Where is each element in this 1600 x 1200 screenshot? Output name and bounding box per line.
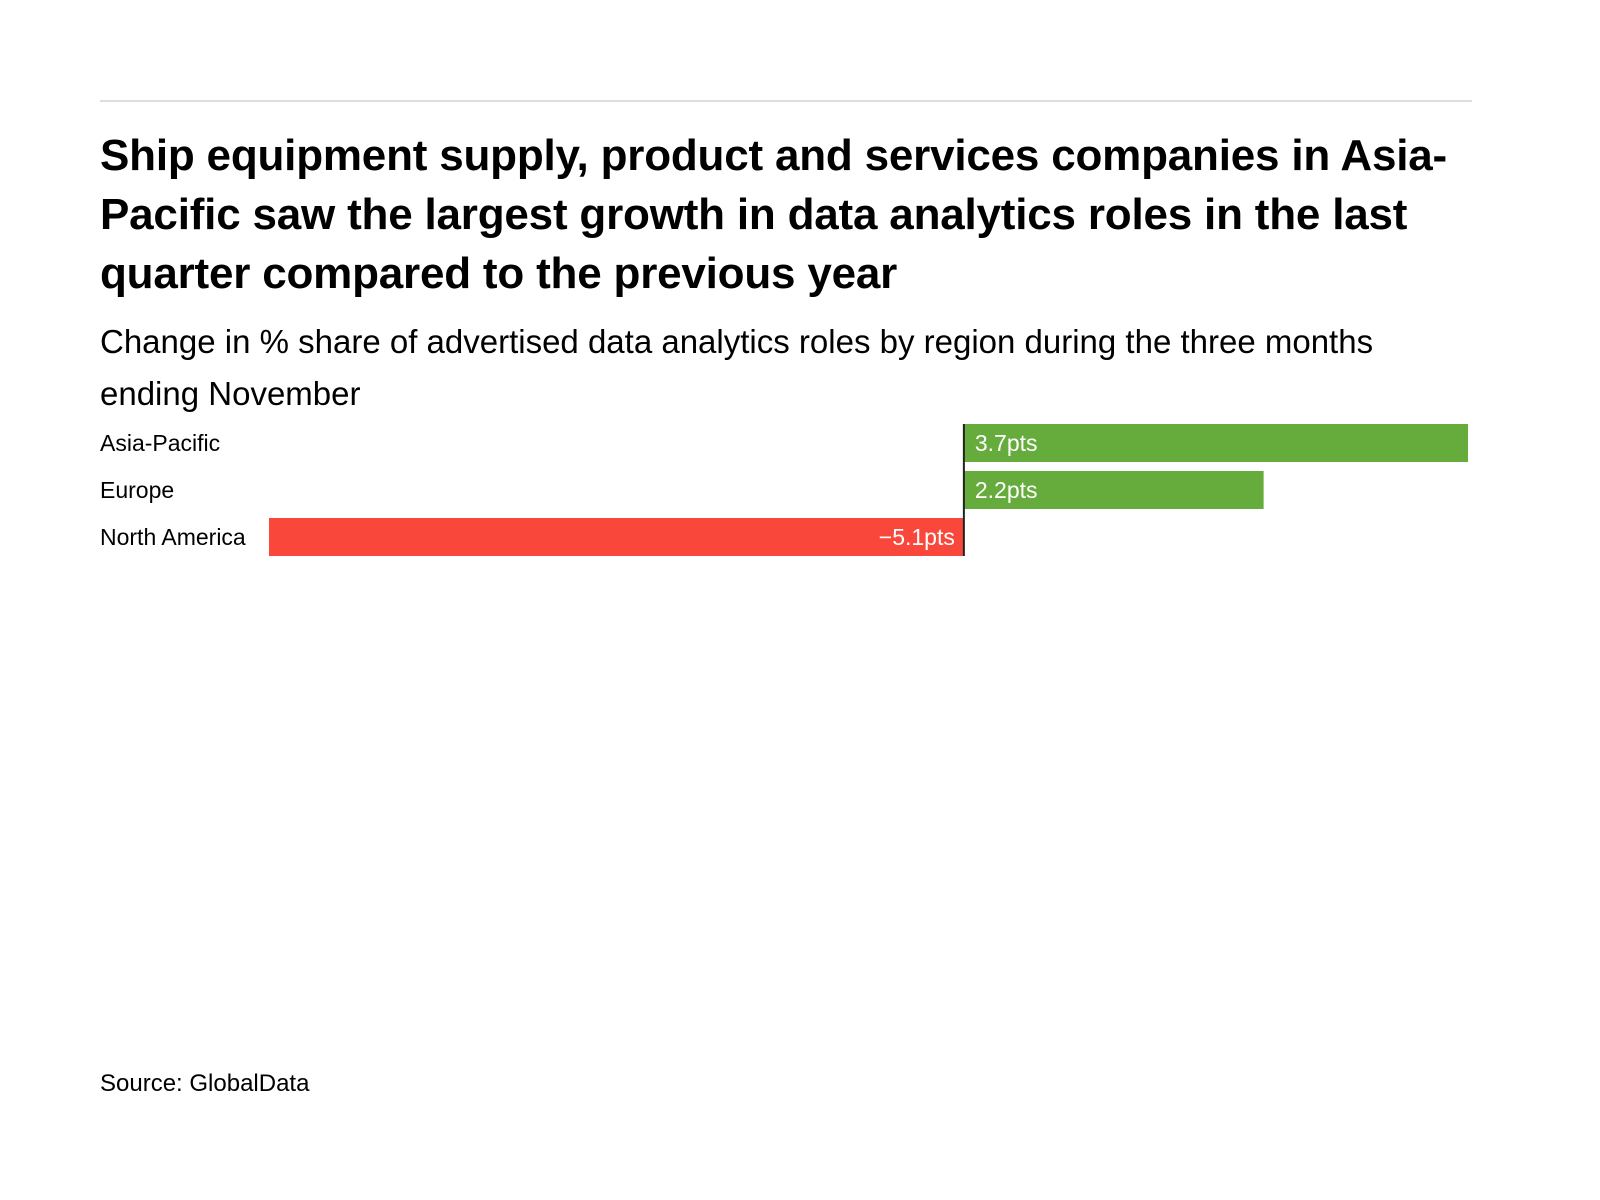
bar-europe bbox=[963, 471, 1264, 509]
data-label: 3.7pts bbox=[975, 430, 1038, 456]
category-label: Europe bbox=[100, 477, 174, 503]
data-label: 2.2pts bbox=[975, 477, 1038, 503]
category-label: North America bbox=[100, 524, 246, 550]
bar-asia-pacific bbox=[963, 424, 1468, 462]
chart-subtitle: Change in % share of advertised data ana… bbox=[100, 323, 1374, 412]
top-divider bbox=[100, 100, 1472, 102]
data-label: −5.1pts bbox=[879, 524, 955, 550]
category-label: Asia-Pacific bbox=[100, 430, 220, 456]
bar-north-america bbox=[269, 518, 964, 556]
chart-title: Ship equipment supply, product and servi… bbox=[100, 131, 1448, 298]
source-note: Source: GlobalData bbox=[100, 1070, 310, 1097]
